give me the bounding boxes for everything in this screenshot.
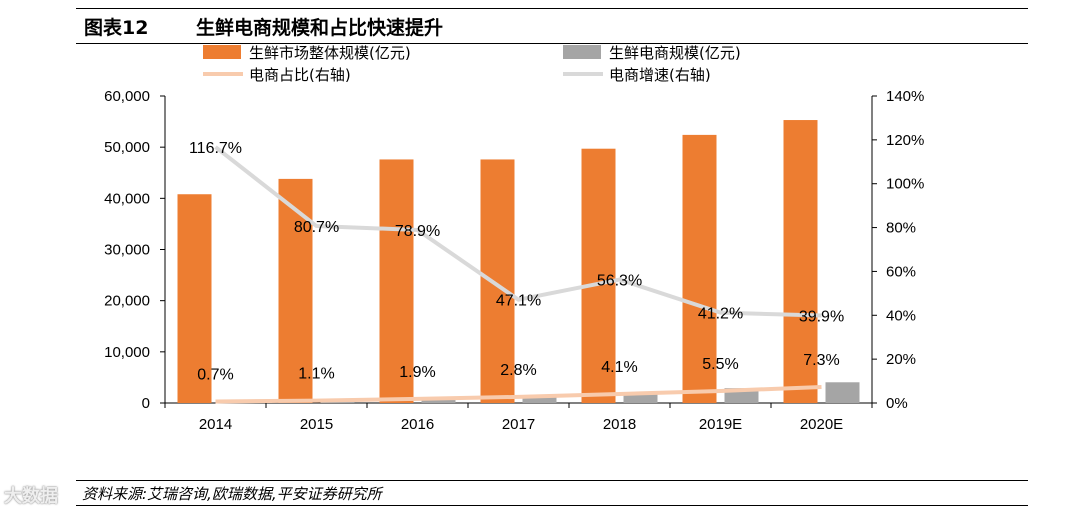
right-tick-label: 140% (886, 88, 924, 105)
right-tick-label: 40% (886, 307, 916, 324)
growth-data-label: 47.1% (496, 293, 541, 310)
x-tick-label: 2020E (800, 416, 843, 433)
legend-label: 电商占比(右轴) (249, 66, 351, 84)
growth-data-label: 39.9% (799, 309, 844, 326)
bar-total-market (581, 148, 616, 403)
legend-label: 生鲜电商规模(亿元) (609, 44, 741, 62)
watermark: 大数据 (4, 486, 58, 507)
share-data-label: 5.5% (702, 356, 738, 373)
growth-data-label: 56.3% (597, 273, 642, 290)
growth-data-label: 116.7% (189, 140, 242, 157)
bar-total-market (480, 159, 515, 403)
left-tick-label: 10,000 (104, 344, 150, 361)
source-note: 资料来源:艾瑞咨询,欧瑞数据,平安证券研究所 (76, 480, 1028, 506)
share-data-label: 1.1% (298, 366, 334, 383)
growth-data-label: 78.9% (395, 223, 440, 240)
right-tick-label: 0% (886, 395, 908, 412)
left-tick-label: 60,000 (104, 88, 150, 105)
x-tick-label: 2014 (199, 416, 232, 433)
x-tick-label: 2019E (699, 416, 742, 433)
bar-total-market (177, 194, 212, 403)
right-tick-label: 60% (886, 263, 916, 280)
legend-label: 电商增速(右轴) (609, 66, 711, 84)
bar-ecommerce (623, 392, 658, 403)
figure-title-bar: 图表12 生鲜电商规模和占比快速提升 (76, 8, 1028, 44)
x-tick-label: 2018 (603, 416, 636, 433)
left-tick-label: 0 (142, 395, 150, 412)
figure-title: 生鲜电商规模和占比快速提升 (196, 16, 444, 39)
bar-ecommerce (825, 382, 860, 403)
growth-data-label: 41.2% (698, 306, 743, 323)
bar-ecommerce (421, 398, 456, 403)
share-data-label: 2.8% (500, 362, 536, 379)
bar-ecommerce (522, 395, 557, 403)
x-tick-label: 2017 (502, 416, 535, 433)
share-data-label: 0.7% (197, 366, 233, 383)
x-tick-label: 2015 (300, 416, 333, 433)
right-tick-label: 20% (886, 351, 916, 368)
left-tick-label: 30,000 (104, 242, 150, 259)
bar-total-market (682, 134, 717, 404)
legend-label: 生鲜市场整体规模(亿元) (249, 44, 411, 62)
right-tick-label: 80% (886, 220, 916, 237)
share-data-label: 7.3% (803, 352, 839, 369)
left-tick-label: 40,000 (104, 190, 150, 207)
legend-swatch (203, 45, 241, 59)
right-tick-label: 120% (886, 132, 924, 149)
bar-total-market (783, 120, 818, 403)
legend-swatch (563, 45, 601, 59)
left-tick-label: 20,000 (104, 293, 150, 310)
left-tick-label: 50,000 (104, 139, 150, 156)
share-data-label: 1.9% (399, 364, 435, 381)
line-ecommerce-growth (214, 145, 822, 318)
bar-total-market (379, 159, 414, 403)
right-tick-label: 100% (886, 176, 924, 193)
growth-data-label: 80.7% (294, 219, 339, 236)
x-tick-label: 2016 (401, 416, 434, 433)
share-data-label: 4.1% (601, 359, 637, 376)
line-ecommerce-share (215, 384, 822, 404)
figure-number: 图表12 (84, 16, 149, 39)
